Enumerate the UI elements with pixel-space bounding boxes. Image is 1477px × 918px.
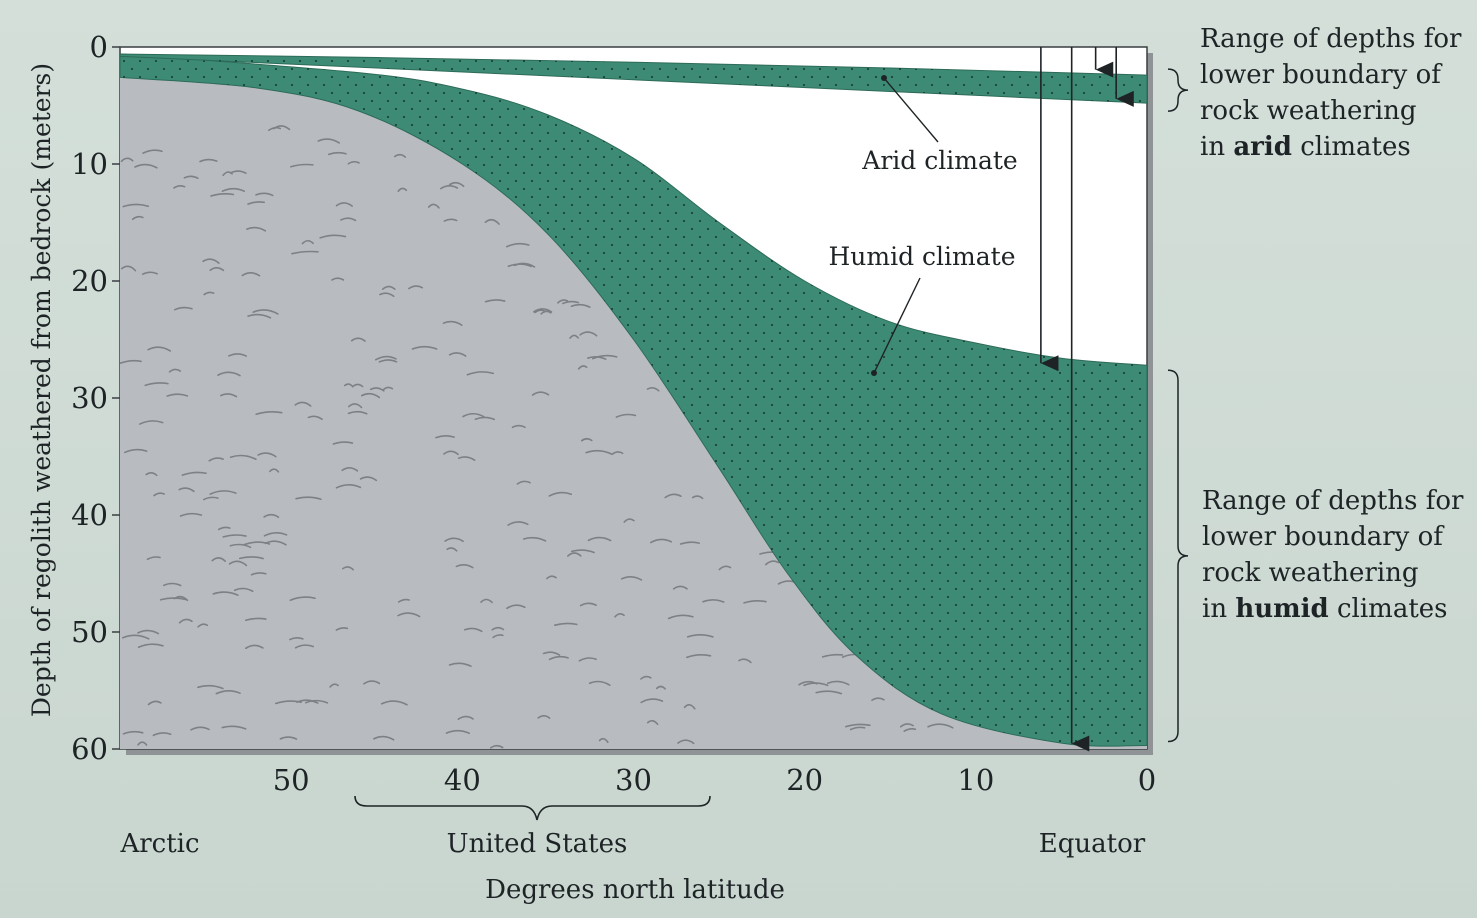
humid-leader-dot	[871, 370, 877, 376]
arid-range-text-emphasis: arid	[1233, 132, 1292, 162]
x-tick-label: 40	[444, 763, 481, 797]
x-region-label: Arctic	[119, 829, 199, 859]
humid-range-text-line: rock weathering	[1202, 558, 1419, 588]
united-states-brace	[354, 795, 711, 821]
humid-leader-line	[873, 277, 921, 374]
y-tick-label: 10	[71, 147, 108, 181]
arid-leader-line	[883, 77, 939, 143]
x-tick-label: 50	[273, 763, 310, 797]
x-region-label: United States	[447, 829, 628, 859]
y-tick-label: 40	[71, 498, 108, 532]
y-tick-label: 60	[71, 732, 108, 766]
arid-range-text-line: in arid climates	[1200, 132, 1411, 162]
humid-climate-label: Humid climate	[829, 242, 1016, 271]
arid-range-text-line: rock weathering	[1200, 96, 1417, 126]
y-axis-title: Depth of regolith weathered from bedrock…	[27, 63, 56, 717]
humid-range-brace	[1167, 369, 1189, 743]
arid-range-text-line: Range of depths for	[1200, 24, 1462, 54]
y-tick-label: 30	[71, 381, 108, 415]
humid-range-text-emphasis: humid	[1235, 594, 1328, 624]
humid-band-stipple	[120, 54, 1147, 747]
arid-range-brace	[1167, 68, 1189, 112]
humid-range-text-line: Range of depths for	[1202, 486, 1464, 516]
bedrock-texture	[120, 125, 954, 749]
arid-range-text-line: lower boundary of	[1200, 60, 1443, 90]
bedrock-region	[120, 77, 1147, 749]
arid-leader-dot	[881, 75, 887, 81]
humid-range-text-line: lower boundary of	[1202, 522, 1445, 552]
x-tick-label: 30	[615, 763, 652, 797]
x-axis-title: Degrees north latitude	[485, 875, 785, 905]
x-region-label: Equator	[1039, 829, 1146, 859]
y-tick-label: 0	[90, 30, 108, 64]
y-tick-label: 20	[71, 264, 108, 298]
arid-band-stipple	[120, 54, 1147, 104]
x-tick-label: 0	[1138, 763, 1156, 797]
x-tick-label: 20	[786, 763, 823, 797]
humid-range-text-line: in humid climates	[1202, 594, 1448, 624]
y-tick-label: 50	[71, 615, 108, 649]
arid-climate-label: Arid climate	[861, 146, 1017, 175]
x-tick-label: 10	[957, 763, 994, 797]
